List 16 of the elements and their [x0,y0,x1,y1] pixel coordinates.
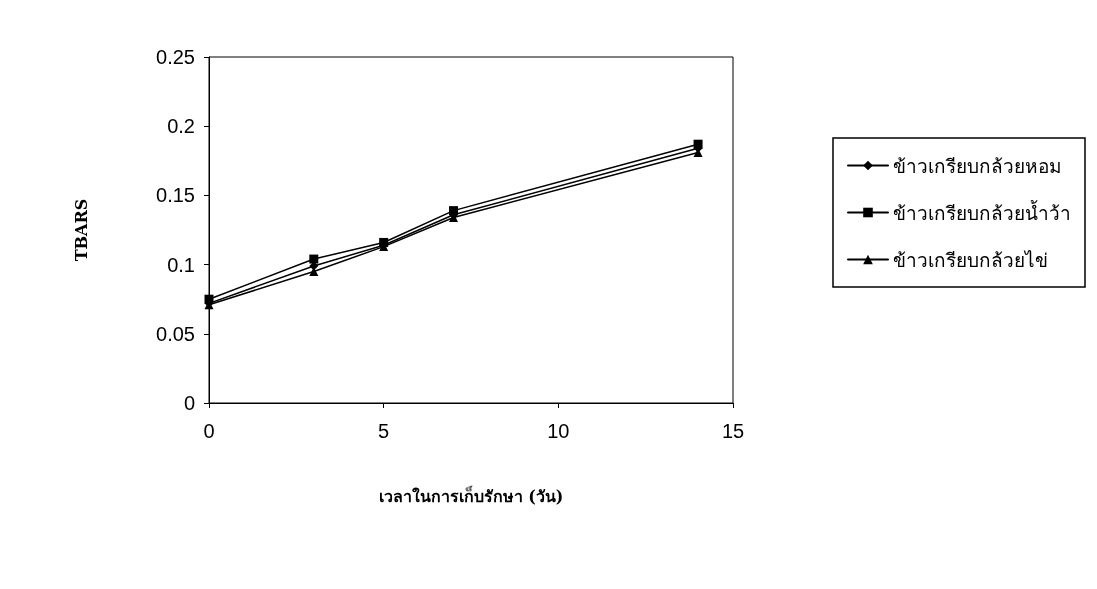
x-tick-label: 5 [378,420,390,442]
point [309,254,319,264]
x-tick-label: 10 [547,420,570,442]
y-tick-label: 0 [183,392,195,414]
x-axis-title: เวลาในการเก็บรักษา (วัน) [378,484,564,506]
y-tick-label: 0.2 [167,115,195,138]
legend-label: ข้าวเกรียบกล้วยน้ำว้า [893,199,1071,224]
legend-label: ข้าวเกรียบกล้วยหอม [893,154,1062,177]
y-tick-label: 0.05 [156,322,195,345]
y-tick-label: 0.25 [156,46,195,68]
x-tick-label: 15 [721,420,745,442]
y-axis-title: TBARS [71,198,91,262]
x-tick-label: 0 [203,420,215,442]
y-tick-label: 0.15 [156,184,195,207]
y-tick-label: 0.1 [167,253,195,276]
legend-label: ข้าวเกรียบกล้วยไข่ [893,248,1048,271]
